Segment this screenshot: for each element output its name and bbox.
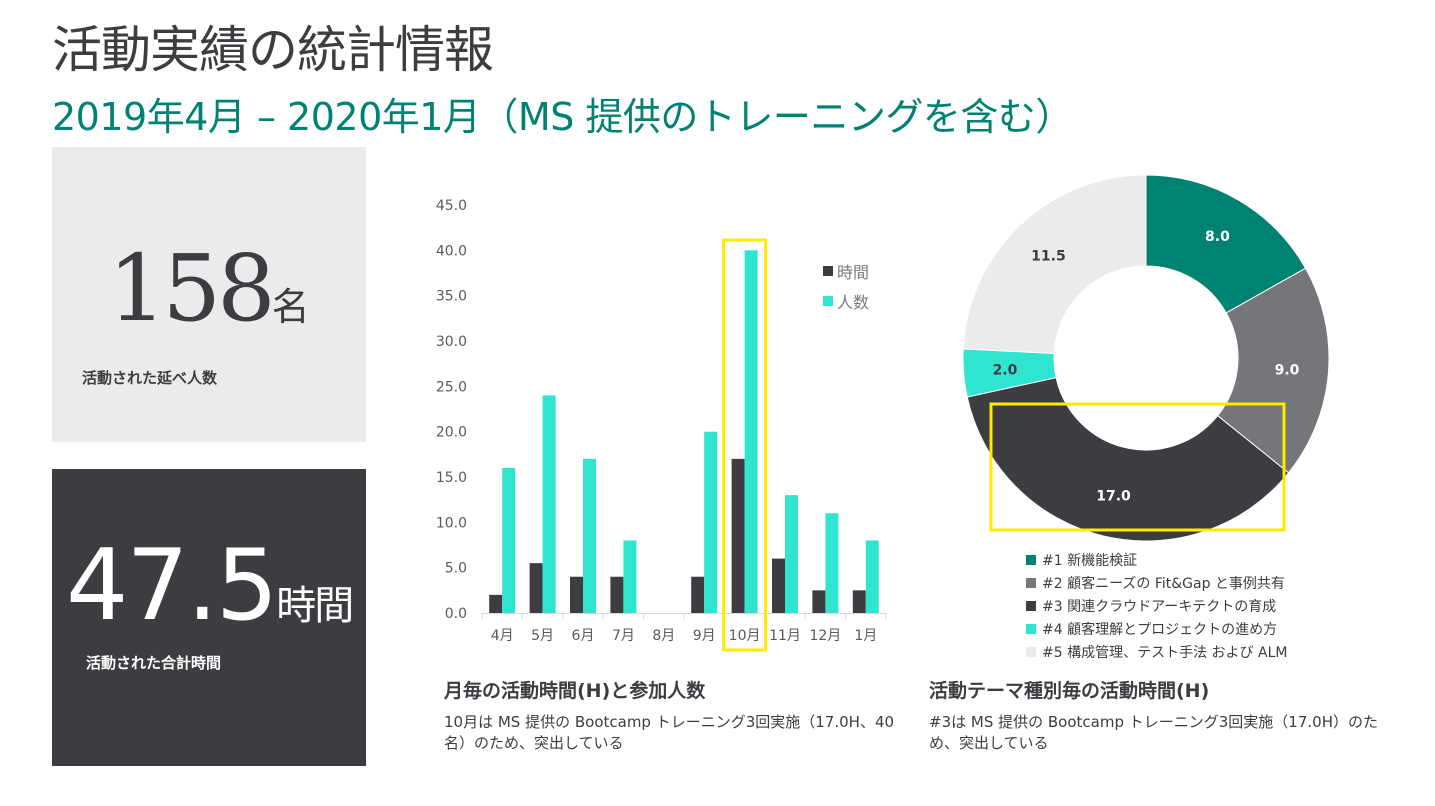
- donut-data-label: 11.5: [1031, 248, 1066, 264]
- bar-people: [825, 513, 839, 613]
- kpi-hours-value: 47.5: [66, 529, 278, 643]
- y-tick-label: 10.0: [436, 515, 467, 531]
- bar-chart-legend: 時間 人数: [823, 256, 869, 316]
- bar-people: [542, 395, 556, 613]
- kpi-hours-unit: 時間: [276, 583, 354, 629]
- page-title: 活動実績の統計情報: [52, 21, 494, 79]
- donut-slice-5: [962, 174, 1147, 354]
- x-tick-label: 7月: [612, 628, 635, 644]
- x-tick-label: 10月: [729, 628, 761, 644]
- bar-people: [583, 458, 596, 613]
- bar-hours: [812, 590, 826, 613]
- bar-hours: [852, 590, 866, 613]
- donut-caption-title: 活動テーマ種別毎の活動時間(H): [929, 680, 1210, 702]
- donut-data-label: 2.0: [993, 363, 1018, 379]
- bar-people: [704, 431, 718, 613]
- bar-hours: [570, 576, 583, 613]
- highlight-box-theme-3: [989, 402, 1286, 532]
- donut-legend-swatch-3: [1026, 600, 1036, 611]
- legend-item-people: 人数: [823, 286, 869, 316]
- bar-people: [502, 467, 516, 613]
- x-tick-label: 9月: [693, 628, 716, 644]
- donut-legend-swatch-1: [1026, 554, 1036, 565]
- bar-people: [623, 540, 637, 613]
- donut-legend-swatch-5: [1026, 646, 1036, 657]
- legend-swatch-hours: [823, 266, 833, 276]
- y-tick-label: 45.0: [436, 198, 467, 214]
- bar-people: [744, 250, 758, 613]
- donut-legend-item-1: #1 新機能検証: [1026, 548, 1287, 571]
- y-tick-label: 15.0: [436, 470, 467, 486]
- x-tick-label: 6月: [572, 628, 595, 644]
- donut-legend: #1 新機能検証 #2 顧客ニーズの Fit&Gap と事例共有 #3 関連クラ…: [1026, 548, 1287, 663]
- kpi-people-unit: 名: [271, 285, 310, 329]
- donut-caption-text: #3は MS 提供の Bootcamp トレーニング3回実施（17.0H）のため…: [929, 713, 1378, 752]
- legend-item-hours: 時間: [823, 256, 869, 286]
- theme-donut-chart: 8.0 9.0 17.0 2.0 11.5: [950, 165, 1350, 555]
- bar-hours: [691, 576, 705, 613]
- donut-data-label: 9.0: [1275, 363, 1300, 379]
- donut-legend-item-4: #4 顧客理解とプロジェクトの進め方: [1026, 617, 1287, 640]
- donut-slice-3: [966, 377, 1290, 542]
- donut-legend-item-2: #2 顧客ニーズの Fit&Gap と事例共有: [1026, 571, 1287, 594]
- kpi-hours-card: 47.5時間 活動された合計時間: [52, 469, 366, 766]
- y-tick-label: 40.0: [436, 243, 467, 259]
- kpi-people-card: 158名 活動された延べ人数: [52, 147, 366, 442]
- donut-legend-label-5: #5 構成管理、テスト手法 および ALM: [1042, 644, 1288, 661]
- x-tick-label: 5月: [531, 628, 554, 644]
- bar-people: [865, 540, 879, 613]
- donut-legend-swatch-4: [1026, 623, 1036, 634]
- x-tick-label: 1月: [854, 628, 877, 644]
- y-tick-label: 20.0: [436, 425, 467, 441]
- donut-legend-label-3: #3 関連クラウドアーキテクトの育成: [1042, 598, 1277, 615]
- bar-chart-svg: 0.0 5.0 10.0 15.0 20.0 25.0 30.0 35.0 40.0 45.0 4月…: [436, 198, 887, 652]
- bar-hours: [772, 558, 785, 613]
- kpi-people-label: 活動された延べ人数: [82, 369, 218, 387]
- donut-legend-item-3: #3 関連クラウドアーキテクトの育成: [1026, 594, 1287, 617]
- bar-hours: [529, 563, 543, 613]
- x-tick-label: 11月: [769, 628, 801, 644]
- x-tick-label: 8月: [652, 628, 675, 644]
- y-tick-label: 0.0: [445, 606, 467, 622]
- monthly-bar-chart: 0.0 5.0 10.0 15.0 20.0 25.0 30.0 35.0 40.0 45.0 4月…: [410, 180, 930, 660]
- legend-label-hours: 時間: [837, 263, 870, 282]
- page-subtitle: 2019年4月 – 2020年1月（MS 提供のトレーニングを含む）: [52, 95, 1073, 139]
- y-tick-label: 30.0: [436, 334, 467, 350]
- legend-label-people: 人数: [837, 293, 870, 312]
- kpi-people-value: 158: [108, 235, 276, 342]
- bar-caption-text: 10月は MS 提供の Bootcamp トレーニング3回実施（17.0H、40…: [444, 713, 895, 752]
- bar-hours: [489, 594, 503, 613]
- y-tick-label: 35.0: [436, 289, 467, 305]
- donut-legend-swatch-2: [1026, 577, 1036, 588]
- bar-caption-title: 月毎の活動時間(H)と参加人数: [444, 680, 706, 702]
- kpi-hours-value-wrap: 47.5時間: [66, 529, 354, 661]
- x-tick-label: 12月: [809, 628, 841, 644]
- kpi-hours-label: 活動された合計時間: [86, 654, 222, 672]
- legend-swatch-people: [823, 296, 833, 306]
- donut-data-label: 8.0: [1205, 229, 1230, 245]
- y-tick-label: 5.0: [445, 561, 467, 577]
- highlight-box-october: [722, 238, 768, 652]
- donut-legend-label-1: #1 新機能検証: [1042, 552, 1138, 569]
- donut-chart-svg: 8.0 9.0 17.0 2.0 11.5: [962, 174, 1330, 542]
- x-tick-label: 4月: [491, 628, 514, 644]
- bar-hours: [610, 576, 624, 613]
- bar-hours: [731, 458, 745, 613]
- donut-legend-label-4: #4 顧客理解とプロジェクトの進め方: [1042, 621, 1278, 638]
- donut-legend-label-2: #2 顧客ニーズの Fit&Gap と事例共有: [1042, 575, 1285, 592]
- donut-legend-item-5: #5 構成管理、テスト手法 および ALM: [1026, 640, 1287, 663]
- donut-data-label: 17.0: [1096, 489, 1131, 505]
- donut-slice-2: [1216, 267, 1330, 474]
- bar-people: [785, 495, 798, 613]
- donut-slice-1: [1145, 174, 1307, 314]
- kpi-people-value-wrap: 158名: [108, 239, 310, 357]
- y-tick-label: 25.0: [436, 379, 467, 395]
